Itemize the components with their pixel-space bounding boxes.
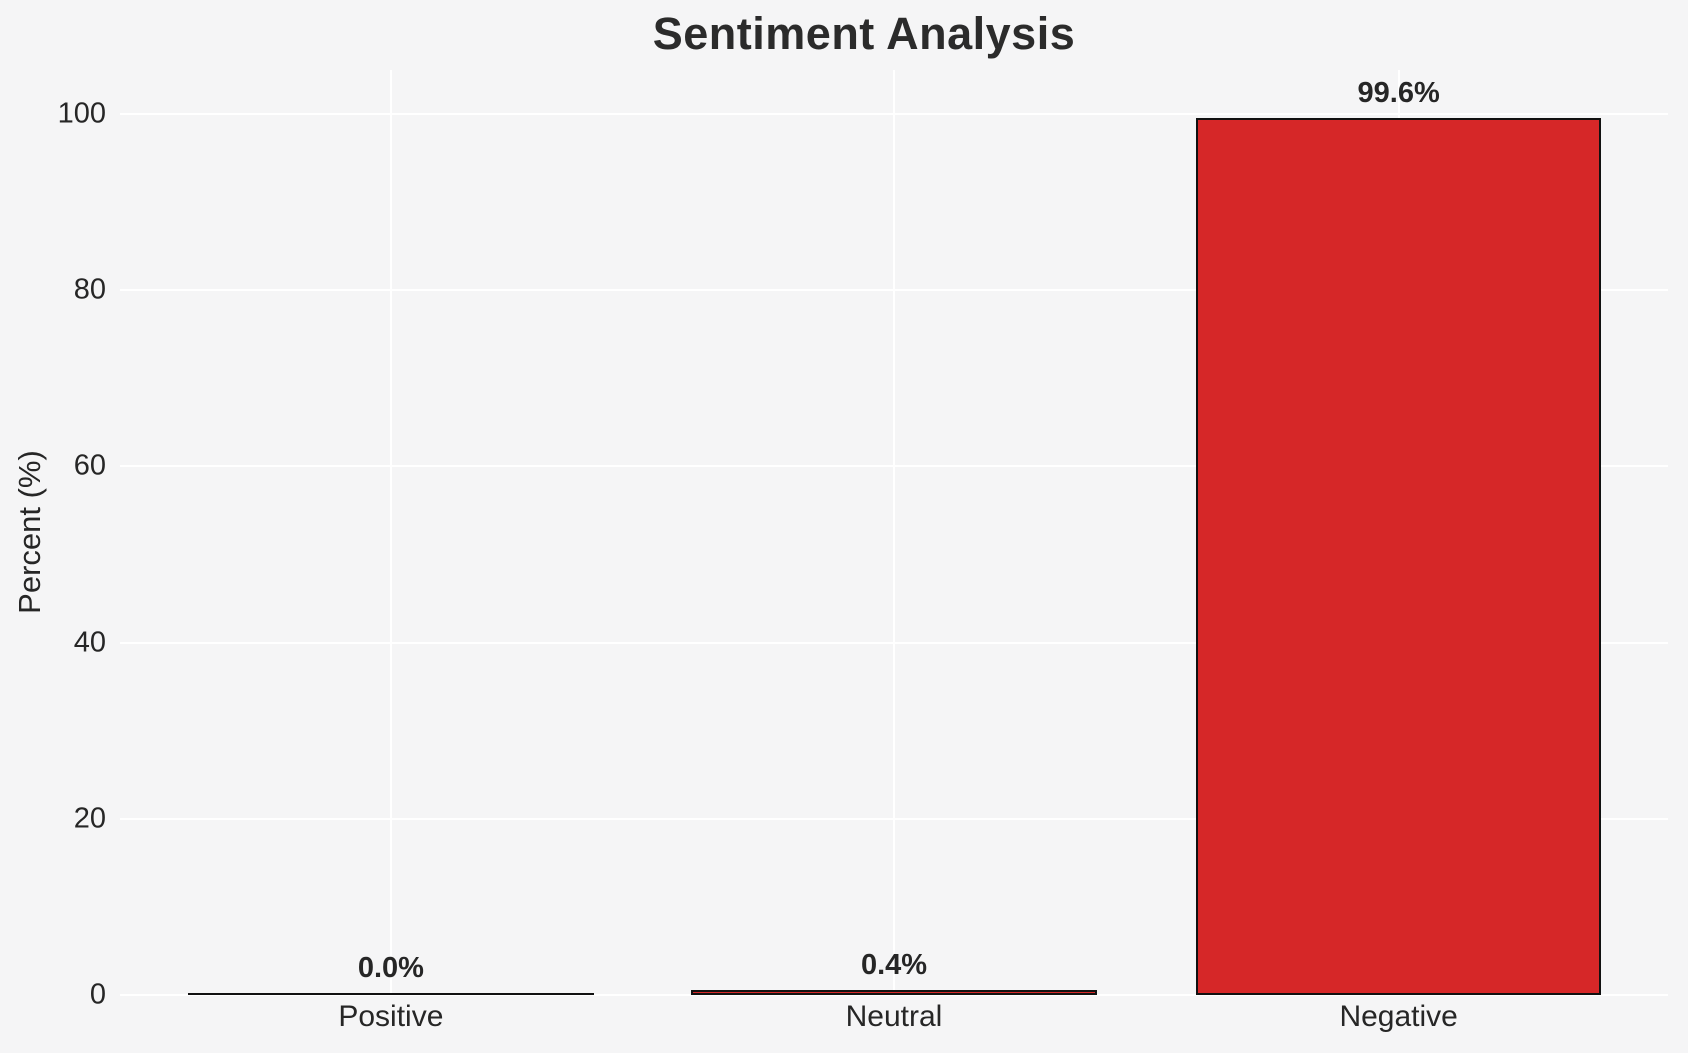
y-tick-label-40: 40: [73, 626, 106, 659]
y-tick-label-100: 100: [57, 97, 106, 130]
plot-area: 0.0% 0.4% 99.6%: [120, 70, 1668, 996]
bar-neutral: [691, 990, 1097, 995]
bar-value-label-negative: 99.6%: [1357, 76, 1440, 109]
x-tick-label-positive: Positive: [338, 1000, 444, 1033]
chart-title: Sentiment Analysis: [652, 8, 1076, 59]
bar-positive: [188, 993, 594, 995]
y-axis-tick-labels: 0 20 40 60 80 100: [0, 70, 106, 1011]
gridline-x-neutral: [893, 70, 895, 995]
x-tick-label-neutral: Neutral: [845, 1000, 943, 1033]
y-tick-label-20: 20: [73, 802, 106, 835]
bar-negative: [1195, 117, 1602, 995]
bar-value-label-positive: 0.0%: [357, 952, 424, 984]
gridline-x-positive: [389, 70, 392, 995]
gridline-y-0: [120, 994, 1668, 996]
y-tick-label-80: 80: [73, 273, 106, 306]
y-tick-label-60: 60: [73, 449, 106, 482]
y-tick-label-0: 0: [89, 978, 106, 1011]
x-tick-label-negative: Negative: [1339, 1000, 1458, 1033]
bar-value-label-neutral: 0.4%: [860, 949, 928, 981]
